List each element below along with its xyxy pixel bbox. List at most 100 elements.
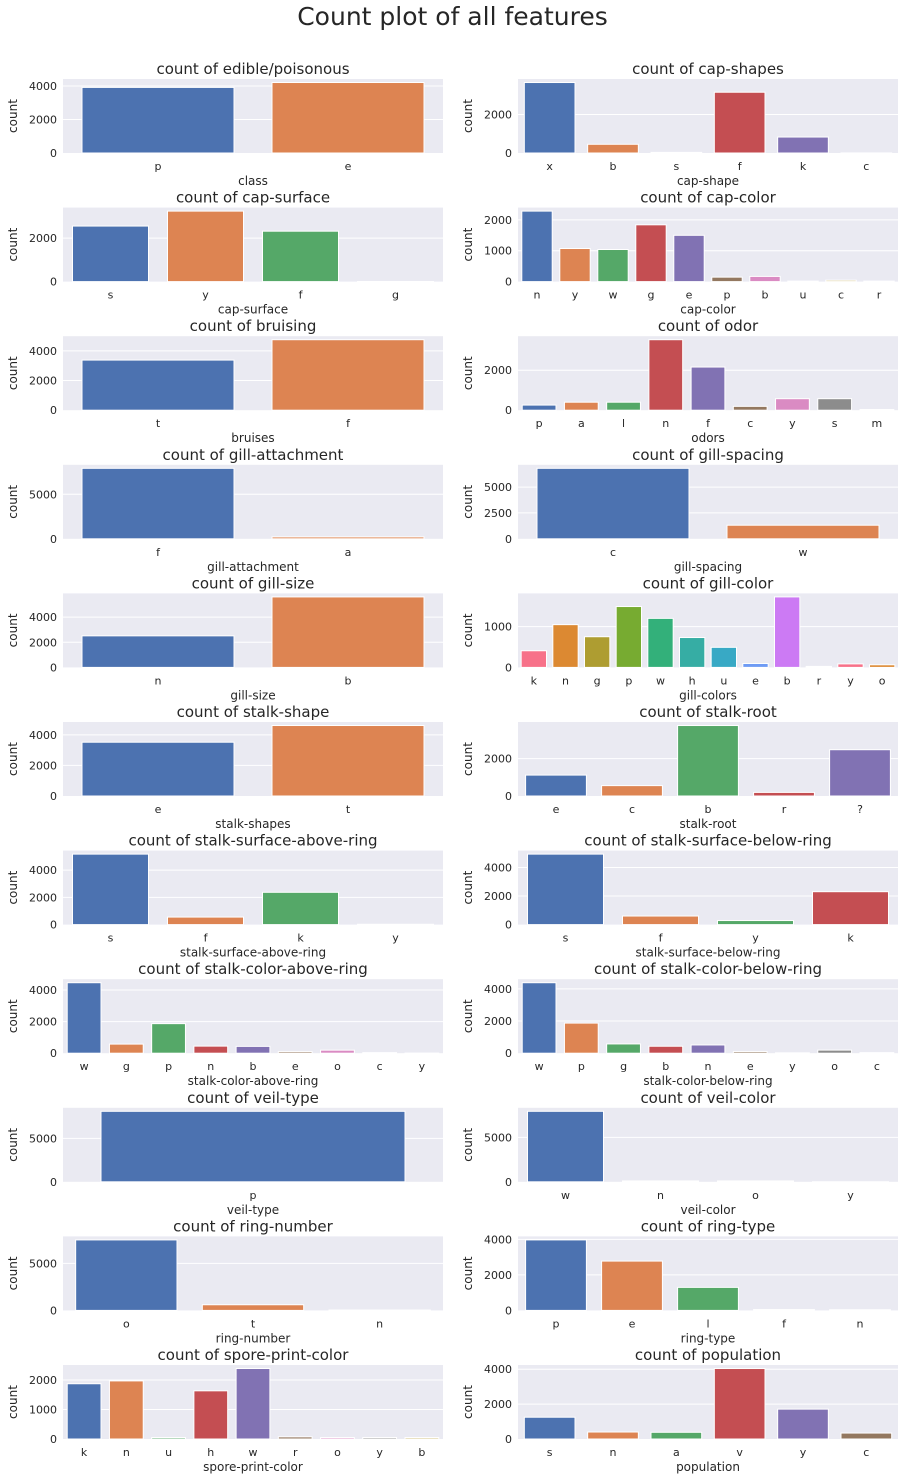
- x-axis-label: cap-color: [680, 303, 736, 317]
- y-axis-label: count: [461, 1385, 475, 1419]
- bar-e: [601, 1260, 663, 1311]
- bar-f: [81, 467, 235, 540]
- y-tick-label: 5000: [29, 488, 57, 501]
- chart-title: count of population: [635, 1346, 781, 1364]
- chart-title: count of edible/poisonous: [156, 60, 349, 78]
- x-tick-label: f: [738, 160, 743, 173]
- x-axis-label: stalk-shapes: [215, 817, 290, 831]
- y-axis-label: count: [6, 613, 20, 647]
- x-tick-label: y: [572, 289, 579, 302]
- bar-f: [753, 1309, 815, 1311]
- chart-21: 0 1000 2000 k n u h w r o y b count of spore-print-c…: [6, 1346, 443, 1474]
- x-tick-label: f: [299, 289, 304, 302]
- chart-title: count of stalk-surface-below-ring: [584, 832, 831, 850]
- bar-n: [81, 635, 235, 668]
- y-axis-label: count: [6, 227, 20, 261]
- chart-title: count of stalk-shape: [177, 703, 330, 721]
- y-tick-label: 4000: [484, 1233, 512, 1246]
- y-axis-label: count: [6, 742, 20, 776]
- y-tick-label: 0: [50, 1176, 57, 1189]
- y-tick-label: 0: [505, 919, 512, 932]
- y-axis-label: count: [461, 1128, 475, 1162]
- y-tick-label: 4000: [29, 864, 57, 877]
- x-tick-label: e: [752, 674, 759, 687]
- chart-title: count of stalk-surface-above-ring: [128, 832, 377, 850]
- y-tick-label: 2000: [484, 214, 512, 227]
- x-tick-label: h: [689, 674, 696, 687]
- x-axis-label: gill-size: [230, 688, 275, 702]
- x-tick-label: e: [629, 1317, 636, 1330]
- bar-c: [601, 785, 663, 797]
- bar-a: [650, 1431, 703, 1440]
- bar-t: [271, 725, 425, 797]
- x-tick-label: s: [673, 160, 679, 173]
- bar-g: [584, 636, 611, 668]
- bar-f: [690, 366, 726, 411]
- x-axis-label: class: [238, 174, 268, 188]
- x-tick-label: b: [250, 1060, 257, 1073]
- x-tick-label: n: [562, 674, 569, 687]
- bar-?: [829, 749, 891, 797]
- x-tick-label: a: [673, 1446, 680, 1459]
- y-tick-label: 2000: [29, 891, 57, 904]
- x-axis-label: stalk-color-above-ring: [188, 1074, 319, 1088]
- x-tick-label: y: [376, 1446, 383, 1459]
- x-tick-label: s: [547, 1446, 553, 1459]
- plot-area: [518, 593, 898, 668]
- chart-16: 0 2000 4000 w p g b n e y o c count of stalk-color-b…: [461, 960, 898, 1088]
- bar-w: [66, 982, 102, 1054]
- y-tick-label: 2000: [484, 1269, 512, 1282]
- x-tick-label: e: [686, 289, 693, 302]
- chart-20: 0 2000 4000 p e l f n count of ring-type ring-typ…: [461, 1217, 898, 1345]
- bar-r: [277, 1436, 313, 1440]
- bar-p: [100, 1110, 406, 1183]
- x-tick-label: s: [832, 417, 838, 430]
- bar-n: [108, 1380, 144, 1440]
- y-axis-label: count: [461, 227, 475, 261]
- bar-p: [615, 606, 643, 668]
- x-axis-label: ring-number: [216, 1331, 291, 1345]
- x-tick-label: f: [156, 546, 161, 559]
- bar-l: [677, 1286, 739, 1311]
- x-tick-label: h: [207, 1446, 214, 1459]
- x-tick-label: c: [610, 546, 616, 559]
- y-tick-label: 4000: [484, 983, 512, 996]
- x-tick-label: k: [531, 674, 538, 687]
- chart-title: count of gill-spacing: [632, 446, 784, 464]
- y-tick-label: 4000: [29, 729, 57, 742]
- bar-y: [837, 663, 864, 668]
- x-axis-label: stalk-surface-below-ring: [636, 946, 781, 960]
- x-tick-label: y: [202, 289, 209, 302]
- bar-e: [277, 1051, 313, 1054]
- y-tick-label: 5000: [29, 1132, 57, 1145]
- y-tick-label: 0: [50, 1047, 57, 1060]
- bar-p: [525, 1239, 587, 1311]
- x-tick-label: g: [620, 1060, 627, 1073]
- y-axis-label: count: [6, 485, 20, 519]
- y-axis-label: count: [6, 870, 20, 904]
- chart-4: 0 1000 2000 n y w g e p b u c r count of cap-color cap…: [461, 189, 898, 317]
- bar-k: [262, 891, 339, 926]
- x-tick-label: r: [293, 1446, 298, 1459]
- x-tick-label: f: [706, 417, 711, 430]
- y-tick-label: 2000: [484, 1398, 512, 1411]
- x-tick-label: c: [838, 289, 844, 302]
- bar-f: [167, 916, 244, 926]
- x-tick-label: y: [752, 932, 759, 945]
- x-tick-label: c: [629, 803, 635, 816]
- bar-b: [271, 596, 425, 668]
- x-tick-label: a: [578, 417, 585, 430]
- chart-title: count of stalk-color-above-ring: [138, 960, 368, 978]
- chart-title: count of veil-type: [187, 1089, 319, 1107]
- bar-o: [817, 1049, 853, 1054]
- bar-f: [271, 339, 425, 411]
- x-tick-label: t: [346, 803, 351, 816]
- x-tick-label: b: [418, 1446, 425, 1459]
- bar-u: [710, 646, 738, 668]
- x-axis-label: bruises: [231, 431, 274, 445]
- y-tick-label: 0: [50, 147, 57, 160]
- y-axis-label: count: [6, 99, 20, 133]
- bar-x: [523, 82, 576, 154]
- x-tick-label: n: [662, 417, 669, 430]
- x-tick-label: n: [123, 1446, 130, 1459]
